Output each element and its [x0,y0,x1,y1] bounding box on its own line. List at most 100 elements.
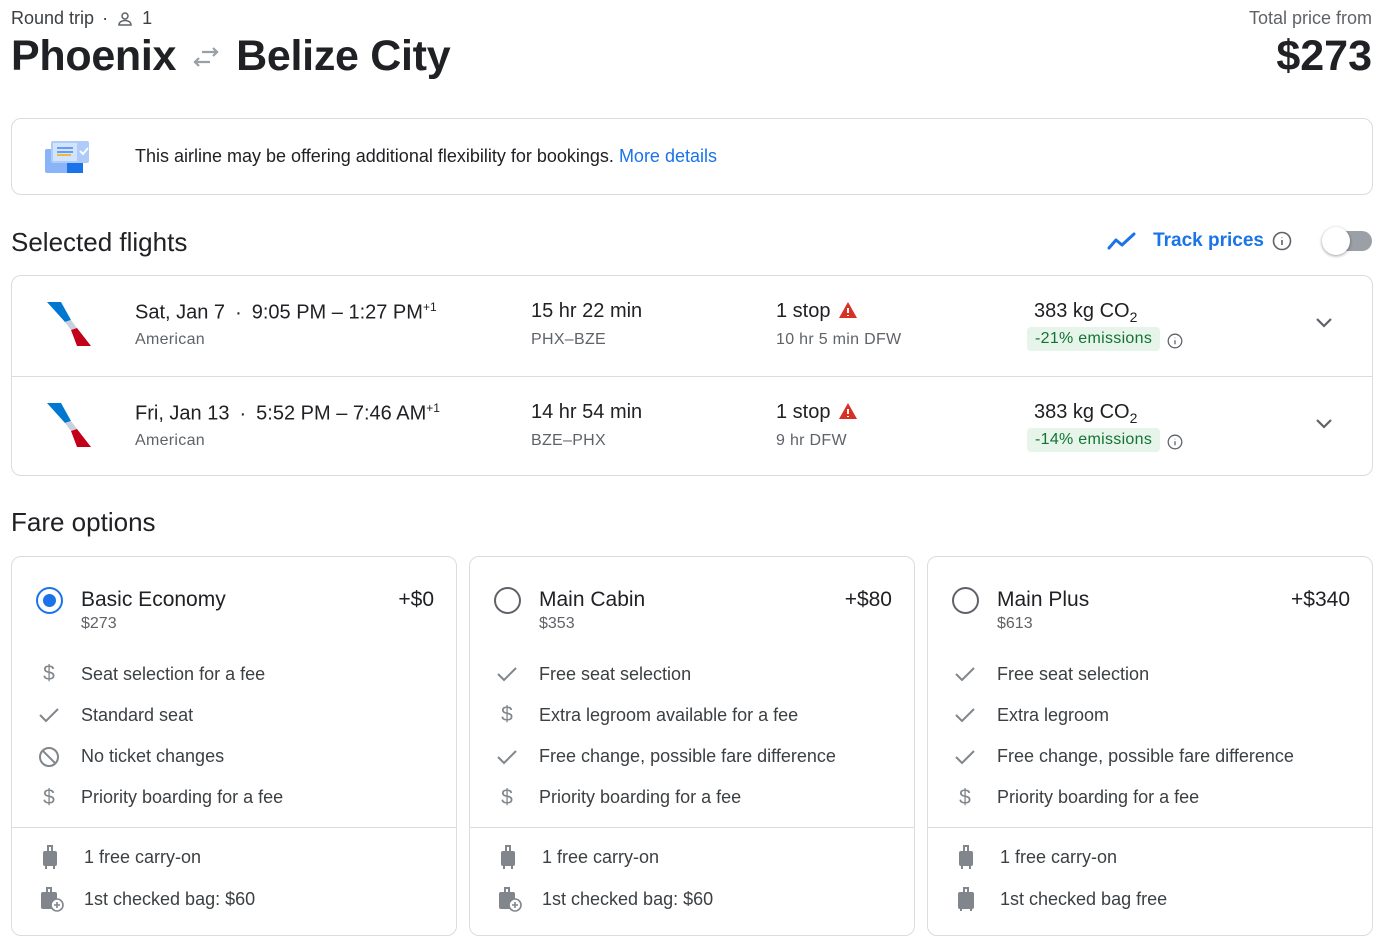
divider [470,827,914,828]
fare-feature-text: Seat selection for a fee [81,663,266,684]
checked-bag-fee-icon [498,886,522,912]
fare-total-price: $613 [997,615,1033,632]
bag-text: 1 free carry-on [542,846,660,867]
swap-arrows-icon [193,46,219,67]
airline: American [135,331,205,348]
separator-dot: · [102,8,109,28]
duration: 15 hr 22 min [531,300,643,322]
selected-flights-heading: Selected flights [11,227,188,257]
trip-summary: Round trip · 1 [11,8,152,29]
fare-price-delta: +$80 [844,588,892,611]
track-prices-toggle[interactable] [1322,227,1372,255]
trend-line-icon [1107,232,1136,250]
passenger-count: 1 [142,8,153,28]
person-icon [118,11,132,26]
warning-icon [839,403,858,419]
bag-allowance: 1st checked bag free [956,886,1167,912]
track-prices: Track prices [1107,227,1372,255]
chevron-down-icon[interactable] [1314,417,1334,431]
fare-feature: $ Seat selection for a fee [37,662,265,686]
divider [12,827,456,828]
fare-feature-text: Priority boarding for a fee [997,787,1200,808]
banner-text: This airline may be offering additional … [135,146,614,166]
selected-flights-list: Sat, Jan 7 · 9:05 PM – 1:27 PM+1 American … [11,275,1373,476]
block-icon [37,745,61,769]
flight-row[interactable]: Fri, Jan 13 · 5:52 PM – 7:46 AM+1 American… [12,376,1372,476]
fare-feature: $ Priority boarding for a fee [37,786,283,810]
bag-text: 1st checked bag free [1000,888,1168,909]
day-offset: +1 [426,401,440,415]
checked-bag-icon [956,886,980,912]
layover: 10 hr 5 min DFW [776,331,902,348]
flight-times: 5:52 PM – 7:46 AM [256,402,427,425]
flight-date: Sat, Jan 7 [135,301,226,324]
check-icon [953,662,977,686]
flexibility-banner: This airline may be offering additional … [11,118,1373,195]
fare-feature: Free seat selection [953,662,1149,686]
fare-option-card[interactable]: Main Plus +$340 $613 Free seat selection… [927,556,1373,936]
track-prices-label[interactable]: Track prices [1153,230,1264,251]
fare-feature-text: Free change, possible fare difference [997,746,1294,767]
flight-row[interactable]: Sat, Jan 7 · 9:05 PM – 1:27 PM+1 American … [12,276,1372,376]
fare-feature: $ Priority boarding for a fee [953,786,1199,810]
fare-price-delta: +$0 [398,588,434,611]
chevron-down-icon[interactable] [1314,316,1334,330]
divider [928,827,1372,828]
check-icon [953,745,977,769]
info-icon[interactable] [1272,231,1292,251]
carry-on-icon [40,844,64,870]
bag-allowance: 1 free carry-on [498,844,659,870]
fare-feature-text: Standard seat [81,704,194,725]
fare-option-card[interactable]: Main Cabin +$80 $353 Free seat selection… [469,556,915,936]
more-details-link[interactable]: More details [618,146,717,166]
checked-bag-fee-icon [40,886,64,912]
co2: 383 kg CO [1034,300,1130,322]
total-price-label: Total price from [1248,8,1372,28]
bag-text: 1st checked bag: $60 [84,888,256,909]
fare-feature: Standard seat [37,703,193,727]
co2-subscript: 2 [1129,309,1138,325]
flight-date: Fri, Jan 13 [135,402,230,425]
stops: 1 stop [776,300,831,322]
fare-total-price: $353 [539,615,575,632]
trip-type: Round trip [11,8,95,28]
origin-city: Phoenix [11,32,177,80]
destination-city: Belize City [236,32,451,80]
stops: 1 stop [776,401,831,423]
check-icon [495,662,519,686]
fare-feature: Free change, possible fare difference [953,745,1294,769]
bag-text: 1 free carry-on [1000,846,1118,867]
check-icon [495,745,519,769]
fare-feature: $ Extra legroom available for a fee [495,703,798,727]
fare-feature-text: Free seat selection [997,663,1150,684]
fare-feature: Free seat selection [495,662,691,686]
route: BZE–PHX [531,432,607,449]
fare-feature-text: Extra legroom [997,704,1110,725]
carry-on-icon [498,844,522,870]
warning-icon [839,302,858,318]
bag-allowance: 1st checked bag: $60 [498,886,713,912]
fare-options-heading: Fare options [11,507,156,537]
dollar-icon: $ [43,662,55,685]
layover: 9 hr DFW [776,432,847,449]
bag-allowance: 1 free carry-on [956,844,1117,870]
emissions-badge: -14% emissions [1027,428,1161,452]
fare-feature: $ Priority boarding for a fee [495,786,741,810]
flight-times: 9:05 PM – 1:27 PM [251,301,423,324]
fare-price-delta: +$340 [1291,588,1350,611]
co2: 383 kg CO [1034,401,1130,423]
fare-name: Basic Economy [81,588,226,611]
fare-feature: Free change, possible fare difference [495,745,836,769]
dollar-icon: $ [43,785,55,809]
fare-radio[interactable] [494,587,521,614]
info-icon[interactable] [1167,434,1183,450]
info-icon[interactable] [1167,333,1183,349]
day-offset: +1 [422,300,437,314]
bag-allowance: 1st checked bag: $60 [40,886,255,912]
carry-on-icon [956,844,980,870]
fare-name: Main Cabin [539,588,646,611]
fare-radio[interactable] [36,587,63,614]
fare-radio[interactable] [952,587,979,614]
check-icon [37,703,61,727]
fare-option-card[interactable]: Basic Economy +$0 $273 $ Seat selection f… [11,556,457,936]
